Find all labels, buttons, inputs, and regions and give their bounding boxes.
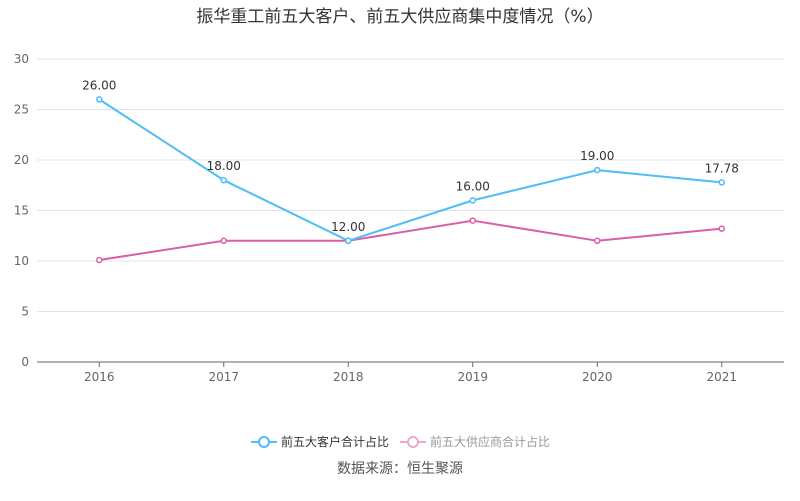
data-point bbox=[469, 217, 476, 224]
x-tick-label: 2016 bbox=[84, 370, 115, 384]
data-label: 16.00 bbox=[456, 179, 490, 193]
data-point bbox=[96, 256, 103, 264]
series-line bbox=[98, 98, 722, 242]
data-label: 17.78 bbox=[705, 161, 739, 175]
y-tick-label: 10 bbox=[14, 254, 29, 268]
data-label: 19.00 bbox=[580, 149, 614, 163]
x-tick-label: 2017 bbox=[208, 370, 239, 384]
legend-label: 前五大客户合计占比 bbox=[281, 435, 390, 449]
x-tick-label: 2020 bbox=[582, 370, 613, 384]
legend-customers-icon bbox=[251, 435, 277, 448]
data-point bbox=[718, 225, 725, 232]
data-label: 26.00 bbox=[82, 78, 116, 92]
data-point bbox=[220, 176, 227, 184]
legend-item-suppliers[interactable]: 前五大供应商合计占比 bbox=[400, 433, 550, 450]
y-tick-label: 30 bbox=[14, 52, 29, 66]
y-tick-label: 25 bbox=[14, 103, 29, 117]
y-tick-label: 0 bbox=[21, 355, 29, 369]
x-tick-label: 2021 bbox=[706, 370, 737, 384]
legend-label: 前五大供应商合计占比 bbox=[430, 435, 551, 449]
x-tick-label: 2018 bbox=[333, 370, 364, 384]
source-note: 数据来源：恒生聚源 bbox=[337, 461, 463, 477]
series-line bbox=[99, 219, 722, 261]
data-point bbox=[469, 197, 476, 204]
data-point bbox=[220, 237, 227, 245]
y-tick-label: 15 bbox=[14, 204, 29, 218]
data-label: 18.00 bbox=[207, 159, 241, 173]
data-point bbox=[594, 166, 601, 174]
x-tick-label: 2019 bbox=[457, 370, 488, 384]
legend-suppliers-icon bbox=[400, 435, 426, 448]
data-point bbox=[594, 237, 601, 245]
chart-title: 振华重工前五大客户、前五大供应商集中度情况（%） bbox=[196, 7, 604, 27]
data-label: 12.00 bbox=[331, 220, 365, 234]
data-point bbox=[345, 237, 352, 245]
legend-item-customers[interactable]: 前五大客户合计占比 bbox=[251, 433, 389, 450]
data-point bbox=[718, 179, 725, 186]
data-point bbox=[96, 96, 103, 103]
y-tick-label: 20 bbox=[14, 153, 29, 167]
y-tick-label: 5 bbox=[21, 305, 29, 319]
